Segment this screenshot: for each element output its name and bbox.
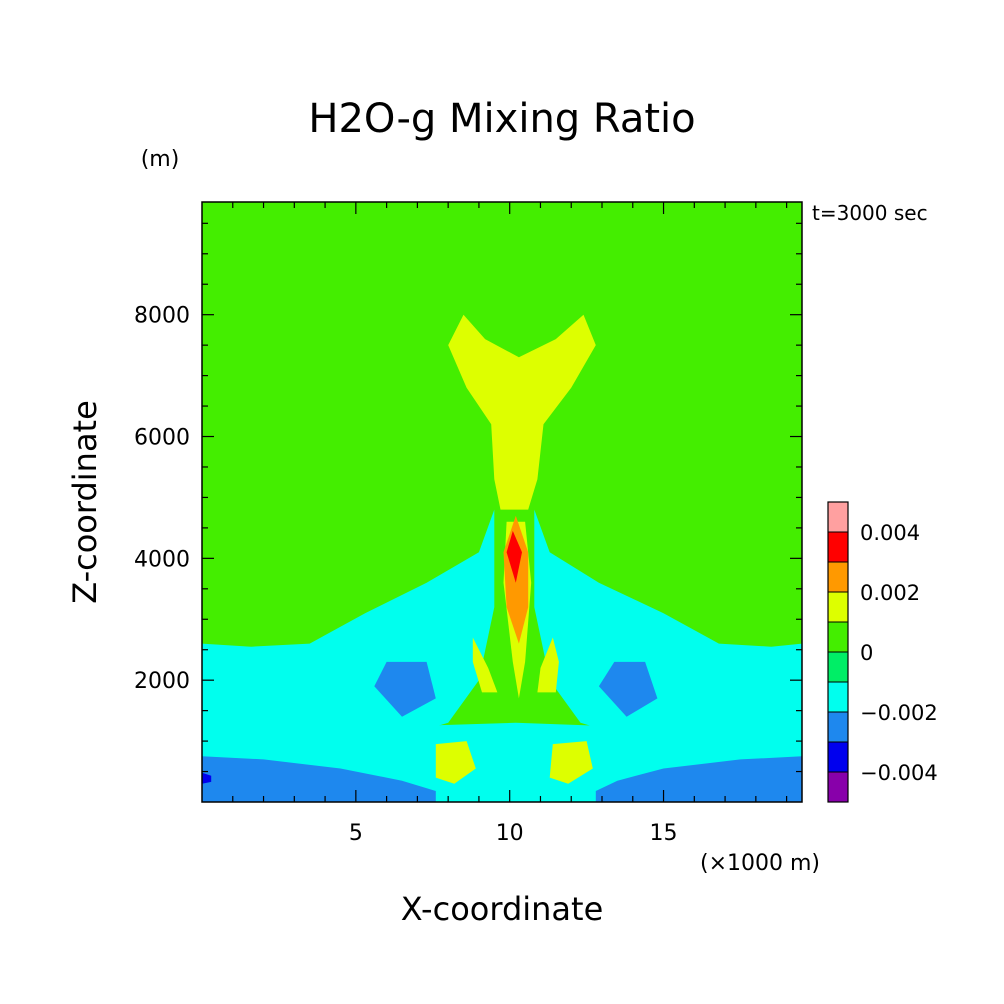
contour-right-blue-patch — [598, 661, 658, 717]
y-tick-label: 6000 — [134, 426, 190, 451]
colorbar-swatch — [828, 652, 848, 682]
contour-mid-right-yellow — [537, 637, 559, 693]
colorbar-swatch — [828, 772, 848, 802]
y-axis-ticks: 2000 4000 6000 8000 — [134, 222, 802, 773]
y-unit-label: (m) — [141, 147, 180, 172]
contour-bottom-blue-right — [595, 756, 802, 802]
contour-plume-upper-yellow — [448, 314, 596, 510]
contour-lower-left-yellow — [435, 741, 476, 784]
contour-bottom-blue — [202, 756, 436, 802]
colorbar-swatch — [828, 502, 848, 532]
colorbar-swatch — [828, 562, 848, 592]
x-tick-label: 10 — [496, 821, 524, 846]
plot-area — [201, 201, 803, 803]
x-unit-label: (×1000 m) — [700, 851, 820, 876]
colorbar-swatch — [828, 682, 848, 712]
x-tick-label: 15 — [650, 821, 678, 846]
colorbar-swatch — [828, 742, 848, 772]
x-tick-label: 5 — [349, 821, 363, 846]
colorbar-label: −0.002 — [860, 701, 938, 725]
colorbar-label: 0.002 — [860, 581, 920, 605]
x-axis-ticks: 5 10 15 — [232, 202, 788, 846]
y-tick-label: 8000 — [134, 304, 190, 329]
colorbar-label: 0.004 — [860, 521, 920, 545]
colorbar-label: 0 — [860, 641, 873, 665]
colorbar-swatch — [828, 532, 848, 562]
contour-layer — [202, 314, 802, 802]
y-tick-label: 4000 — [134, 547, 190, 572]
colorbar-swatch — [828, 712, 848, 742]
y-tick-label: 2000 — [134, 669, 190, 694]
contour-left-blue-patch — [374, 661, 436, 717]
contour-dark-blue-corner — [202, 772, 212, 784]
plot-frame — [201, 201, 803, 803]
contour-mid-left-yellow — [472, 637, 498, 693]
colorbar: −0.004 −0.002 0 0.002 0.004 — [827, 501, 938, 803]
contour-core-red — [506, 530, 522, 583]
colorbar-swatch — [828, 592, 848, 622]
y-axis-label: Z-coordinate — [66, 400, 104, 604]
colorbar-swatch — [828, 622, 848, 652]
x-axis-label: X-coordinate — [401, 890, 604, 928]
contour-lower-right-yellow — [549, 741, 593, 784]
colorbar-label: −0.004 — [860, 761, 938, 785]
time-label: t=3000 sec — [812, 201, 928, 225]
chart-title: H2O-g Mixing Ratio — [308, 96, 695, 142]
